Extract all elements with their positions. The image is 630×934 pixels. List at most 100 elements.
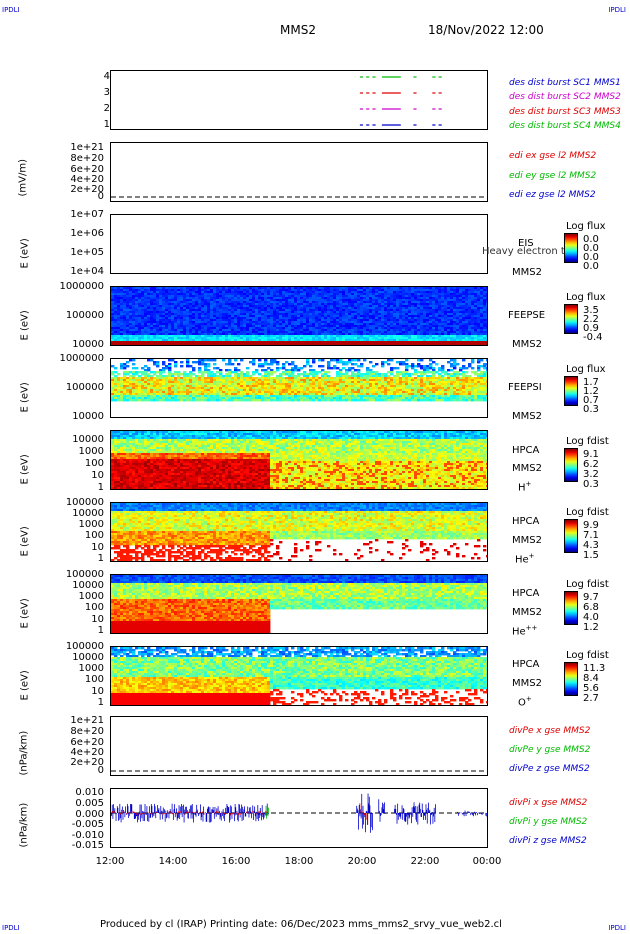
spectrogram-cell: [192, 303, 196, 306]
spectrogram-cell: [252, 323, 256, 326]
spectrogram-cell: [120, 321, 124, 324]
spectrogram-cell: [243, 291, 247, 294]
spectrogram-cell: [369, 313, 373, 316]
spectrogram-cell: [351, 323, 355, 326]
spectrogram-cell: [150, 317, 154, 320]
spectrogram-cell: [258, 395, 262, 398]
spectrogram-cell: [213, 373, 217, 376]
spectrogram-cell: [156, 325, 160, 328]
spectrogram-cell: [222, 305, 226, 308]
spectrogram-cell: [279, 379, 283, 382]
spectrogram-cell: [402, 345, 405, 346]
spectrogram-cell: [201, 315, 205, 318]
spectrogram-cell: [282, 385, 286, 388]
spectrogram-cell: [255, 345, 258, 346]
spectrogram-cell: [183, 309, 187, 312]
spectrogram-cell: [177, 339, 181, 342]
spectrogram-cell: [114, 345, 117, 346]
spectrogram-cell: [327, 301, 331, 304]
spectrogram-cell: [438, 289, 442, 292]
spectrogram-cell: [303, 317, 307, 320]
spectrogram-cell: [444, 309, 448, 312]
spectrogram-cell: [327, 319, 331, 322]
spectrogram-cell: [360, 289, 364, 292]
spectrogram-cell: [210, 343, 214, 345]
spectrogram-cell: [153, 395, 157, 398]
spectrogram-cell: [420, 303, 424, 306]
spectrogram-cell: [333, 313, 337, 316]
spectrogram-cell: [435, 345, 438, 346]
spectrogram-cell: [303, 395, 307, 398]
spectrogram-cell: [171, 311, 175, 314]
spectrogram-cell: [318, 311, 322, 314]
spectrogram-cell: [363, 297, 367, 300]
spectrogram-cell: [366, 307, 370, 310]
spectrogram-cell: [333, 345, 336, 346]
spectrogram-cell: [393, 337, 397, 340]
spectrogram-cell: [432, 293, 436, 296]
spectrogram-cell: [123, 399, 127, 402]
spectrogram-cell: [360, 335, 364, 338]
spectrogram-cell: [288, 293, 292, 296]
spectrogram-cell: [276, 361, 280, 364]
spectrogram-cell: [141, 311, 145, 314]
spectrogram-cell: [186, 397, 190, 400]
spectrogram-cell: [222, 317, 226, 320]
spectrogram-cell: [351, 289, 355, 292]
spectrogram-cell: [120, 379, 124, 382]
spectrogram-cell: [393, 295, 397, 298]
spectrogram-cell: [189, 295, 193, 298]
spectrogram-cell: [273, 297, 277, 300]
spectrogram-cell: [273, 315, 277, 318]
spectrogram-cell: [123, 295, 127, 298]
spectrogram-cell: [414, 303, 418, 306]
spectrogram-cell: [390, 339, 394, 342]
spectrogram-cell: [156, 291, 160, 294]
spectrogram-cell: [399, 287, 403, 290]
spectrogram-cell: [207, 287, 211, 290]
spectrogram-cell: [483, 295, 487, 298]
spectrogram-cell: [291, 291, 295, 294]
spectrogram-cell: [231, 385, 235, 388]
spectrogram-cell: [162, 325, 166, 328]
spectrogram-cell: [114, 337, 118, 340]
spectrogram-cell: [240, 309, 244, 312]
spectrogram-cell: [345, 323, 349, 326]
spectrogram-cell: [393, 327, 397, 330]
spectrogram-cell: [111, 365, 115, 368]
spectrogram-cell: [168, 305, 172, 308]
spectrogram-cell: [312, 399, 316, 402]
spectrogram-cell: [147, 289, 151, 292]
spectrogram-cell: [252, 363, 256, 366]
spectrogram-cell: [240, 393, 244, 396]
spectrogram-cell: [180, 299, 184, 302]
spectrogram-cell: [141, 399, 145, 402]
spectrogram-cell: [219, 333, 223, 336]
spectrogram-cell: [114, 297, 118, 300]
spectrogram-cell: [258, 323, 262, 326]
spectrogram-cell: [348, 301, 352, 304]
spectrogram-cell: [255, 379, 259, 382]
spectrogram-cell: [177, 387, 181, 390]
spectrogram-cell: [219, 373, 223, 376]
spectrogram-cell: [117, 319, 121, 322]
spectrogram-cell: [462, 345, 465, 346]
spectrogram-cell: [306, 361, 310, 364]
spectrogram-cell: [147, 317, 151, 320]
spectrogram-cell: [426, 299, 430, 302]
spectrogram-cell: [399, 331, 403, 334]
spectrogram-cell: [255, 383, 259, 386]
spectrogram-cell: [285, 287, 289, 290]
spectrogram-cell: [126, 343, 130, 345]
spectrogram-cell: [243, 297, 247, 300]
spectrogram-cell: [483, 293, 487, 296]
spectrogram-cell: [261, 345, 264, 346]
spectrogram-cell: [249, 299, 253, 302]
spectrogram-cell: [357, 311, 361, 314]
spectrogram-cell: [159, 399, 163, 402]
spectrogram-cell: [477, 337, 481, 340]
spectrogram-cell: [300, 319, 304, 322]
spectrogram-cell: [222, 377, 226, 380]
spectrogram-cell: [465, 315, 469, 318]
spectrogram-cell: [117, 397, 121, 400]
